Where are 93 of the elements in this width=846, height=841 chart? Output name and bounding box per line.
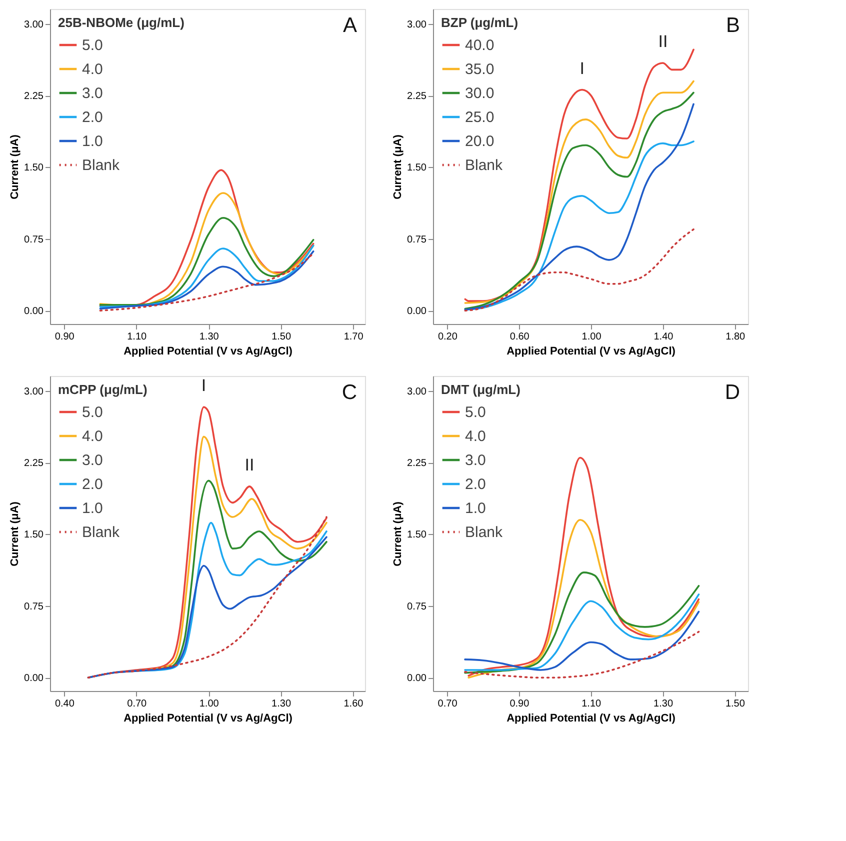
x-tick-label: 0.90 (54, 332, 75, 342)
x-tick-label: 0.60 (510, 332, 530, 342)
annotation: C (342, 381, 357, 404)
annotation: I (201, 376, 206, 396)
y-tick-label: 0.75 (407, 601, 427, 612)
x-tick-label: 1.40 (654, 332, 674, 342)
x-tick-label: 0.40 (54, 698, 75, 710)
legend-label: 5.0 (82, 37, 103, 54)
legend-label: Blank (465, 157, 504, 174)
x-tick-label: 1.50 (725, 698, 746, 710)
legend-label: 20.0 (465, 133, 494, 150)
legend-label: 3.0 (82, 85, 103, 102)
y-tick-label: 1.50 (407, 530, 427, 541)
line-series (464, 572, 700, 674)
y-tick-label: 0.00 (407, 306, 427, 318)
legend-label: 5.0 (465, 404, 486, 421)
annotation: II (658, 32, 668, 52)
legend-label: 4.0 (465, 428, 486, 445)
line-series (464, 228, 694, 312)
y-axis-title: Current (μA) (9, 501, 22, 566)
x-tick-label: 0.70 (438, 698, 458, 710)
y-tick-label: 2.25 (24, 91, 44, 102)
x-tick-label: 1.30 (272, 698, 292, 710)
legend-label: 3.0 (465, 452, 486, 469)
x-axis-title: Applied Potential (V vs Ag/AgCl) (124, 712, 293, 724)
legend-label: 2.0 (82, 109, 103, 126)
legend-label: 2.0 (82, 476, 103, 493)
x-axis-title: Applied Potential (V vs Ag/AgCl) (506, 712, 676, 724)
x-tick-label: 1.80 (726, 332, 746, 342)
legend-label: 30.0 (465, 85, 494, 102)
y-axis-title: Current (μA) (9, 134, 22, 200)
legend-label: 4.0 (82, 428, 103, 445)
line-series (464, 630, 700, 679)
y-tick-label: 2.25 (24, 458, 44, 470)
y-axis-title: Current (μA) (392, 501, 404, 566)
legend-title: 25B-NBOMe (μg/mL) (58, 15, 184, 30)
legend-label: Blank (82, 524, 120, 541)
y-tick-label: 3.00 (24, 386, 44, 398)
y-tick-label: 3.00 (407, 386, 427, 398)
line-series (464, 594, 700, 671)
x-tick-label: 1.10 (127, 332, 148, 342)
x-tick-label: 1.30 (199, 332, 220, 342)
y-tick-label: 1.50 (24, 530, 44, 541)
y-tick-label: 0.00 (24, 306, 44, 318)
annotation: B (726, 14, 740, 37)
legend-label: 4.0 (82, 61, 103, 78)
legend-title: DMT (μg/mL) (441, 382, 520, 397)
y-tick-label: 3.00 (24, 19, 44, 30)
y-tick-label: 2.25 (407, 91, 427, 102)
line-series (468, 518, 700, 679)
x-axis-title: Applied Potential (V vs Ag/AgCl) (506, 346, 676, 358)
legend-label: 40.0 (465, 37, 494, 54)
x-tick-label: 0.70 (127, 698, 148, 710)
line-series (135, 480, 328, 672)
legend-title: BZP (μg/mL) (441, 15, 518, 30)
annotation: D (724, 381, 740, 404)
y-tick-label: 2.25 (407, 458, 427, 470)
legend-title: mCPP (μg/mL) (58, 382, 148, 397)
y-tick-label: 0.00 (24, 673, 44, 684)
legend-label: 25.0 (465, 109, 494, 126)
x-tick-label: 1.50 (272, 332, 292, 342)
x-tick-label: 1.00 (199, 698, 220, 710)
x-axis-title: Applied Potential (V vs Ag/AgCl) (124, 346, 293, 358)
legend-label: 2.0 (465, 476, 486, 493)
annotation: A (342, 14, 357, 37)
legend-label: 1.0 (82, 133, 103, 150)
x-tick-label: 0.90 (510, 698, 530, 710)
x-tick-label: 1.70 (344, 332, 364, 342)
y-tick-label: 0.75 (24, 601, 44, 612)
line-series (464, 610, 700, 671)
legend-label: 3.0 (82, 452, 103, 469)
legend-label: Blank (82, 157, 120, 174)
y-tick-label: 0.00 (407, 673, 427, 684)
x-tick-label: 1.00 (582, 332, 602, 342)
x-tick-label: 1.10 (582, 698, 602, 710)
legend-label: 35.0 (465, 61, 494, 78)
line-series (99, 216, 314, 306)
y-tick-label: 1.50 (24, 162, 44, 174)
y-axis-title: Current (μA) (392, 134, 404, 200)
line-series (468, 456, 700, 677)
legend-label: 1.0 (465, 500, 486, 517)
y-tick-label: 0.75 (24, 234, 44, 246)
legend-label: 5.0 (82, 404, 103, 421)
legend-label: 1.0 (82, 500, 103, 517)
annotation: II (244, 455, 254, 474)
x-tick-label: 0.20 (438, 332, 458, 342)
y-tick-label: 3.00 (407, 19, 427, 30)
legend-label: Blank (465, 524, 504, 541)
x-tick-label: 1.30 (654, 698, 674, 710)
annotation: I (580, 58, 584, 78)
y-tick-label: 1.50 (407, 162, 427, 174)
y-tick-label: 0.75 (407, 234, 427, 246)
x-tick-label: 1.60 (344, 698, 364, 710)
